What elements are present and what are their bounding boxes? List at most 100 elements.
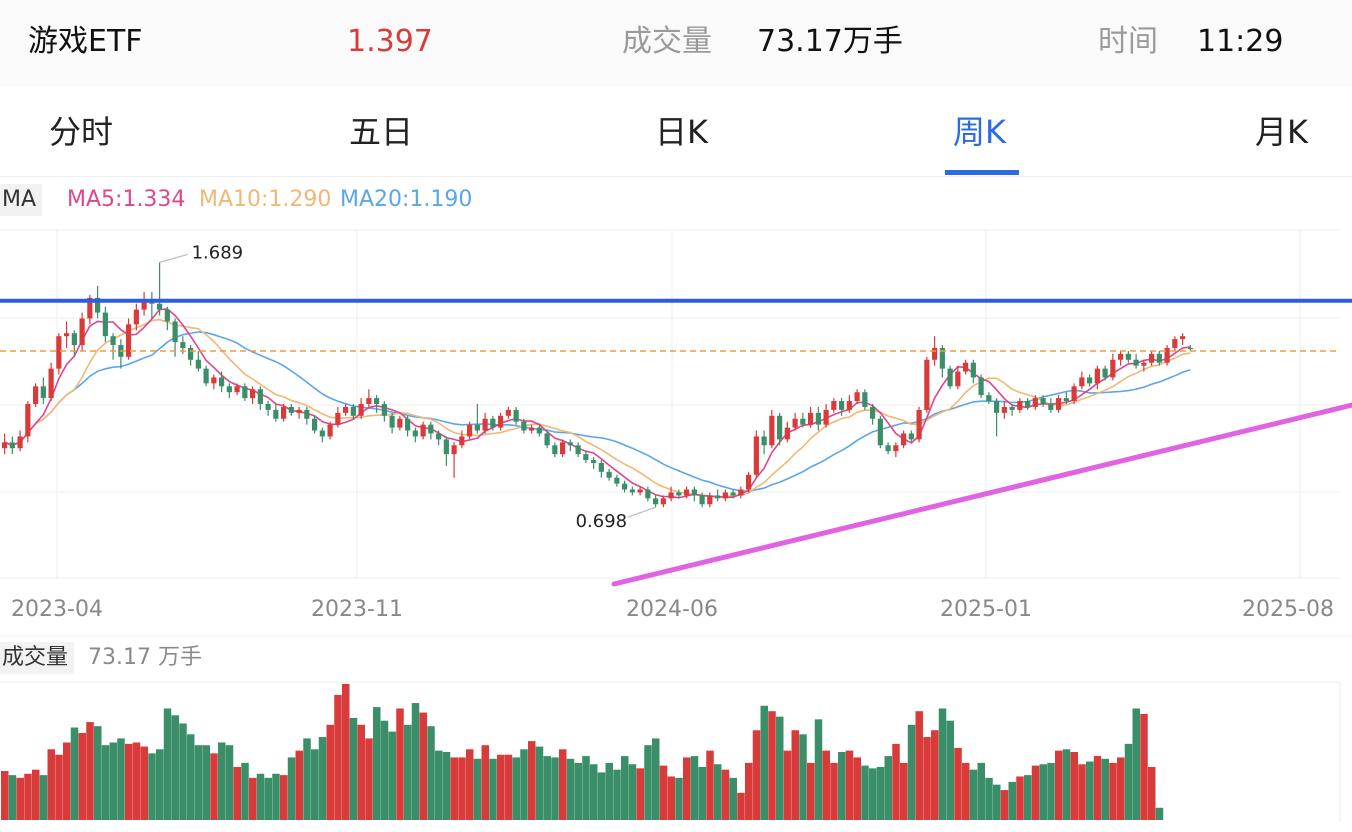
volume-bar	[1055, 750, 1063, 820]
volume-bar	[1078, 764, 1086, 820]
volume-bar	[342, 684, 350, 820]
candle-body	[1040, 398, 1046, 404]
volume-bar	[194, 745, 203, 820]
volume-bar	[1124, 743, 1133, 820]
volume-bar	[78, 732, 86, 820]
volume-bar	[504, 754, 513, 820]
volume-bar	[931, 730, 939, 820]
candle-body	[110, 336, 116, 346]
candle-body	[133, 309, 139, 325]
candle-body	[691, 489, 697, 496]
tab-five-day[interactable]: 五日	[349, 113, 414, 151]
candle-body	[784, 427, 790, 440]
candle-body	[172, 321, 178, 343]
candle-body	[1141, 362, 1147, 366]
tab-intraday[interactable]: 分时	[49, 113, 114, 151]
candle-body	[304, 409, 310, 419]
candle-body	[389, 415, 395, 428]
candle-body	[335, 412, 341, 425]
volume-bar	[63, 742, 71, 820]
candle-body	[978, 377, 984, 396]
candle-body	[2, 442, 8, 449]
volume-bar	[473, 758, 482, 820]
volume-bar	[745, 762, 753, 820]
volume-bar	[706, 750, 714, 820]
volume-bar	[590, 764, 598, 820]
candle-body	[374, 398, 380, 404]
candle-body	[722, 492, 728, 499]
candle-body	[963, 362, 969, 372]
candle-body	[79, 318, 85, 346]
volume-bar	[613, 769, 621, 820]
candle-body	[358, 404, 364, 416]
candle-body	[885, 445, 891, 452]
candle-body	[676, 492, 682, 496]
candle-body	[846, 401, 852, 410]
volume-bar	[946, 720, 954, 820]
candle-body	[1063, 398, 1069, 402]
volume-bar	[900, 762, 908, 820]
volume-bar	[512, 757, 520, 820]
volume-bar	[799, 734, 807, 820]
volume-bar	[838, 752, 846, 820]
volume-bar	[760, 705, 768, 820]
candle-body	[126, 324, 132, 357]
volume-bar	[783, 750, 792, 820]
high-annotation-leader	[159, 253, 188, 264]
candle-body	[560, 442, 566, 455]
candle-body	[1071, 386, 1077, 402]
volume-legend-label: 成交量	[0, 642, 75, 674]
candle-body	[296, 409, 302, 413]
volume-bar	[1101, 758, 1109, 820]
candle-body	[343, 406, 349, 413]
fund-name: 游戏ETF	[28, 24, 143, 59]
candle-body	[575, 445, 581, 455]
candle-body	[327, 424, 333, 437]
volume-bar	[202, 745, 210, 820]
volume-bar	[94, 726, 102, 820]
volume-bar	[884, 756, 892, 820]
candle-body	[1001, 406, 1007, 413]
volume-bar	[962, 762, 970, 820]
tab-monthly-k[interactable]: 月K	[1255, 113, 1308, 151]
time-label: 时间	[1098, 24, 1158, 59]
candle-body	[265, 404, 271, 410]
candle-body	[908, 433, 914, 440]
candle-body	[1094, 368, 1100, 384]
candle-body	[242, 386, 248, 399]
candle-body	[188, 347, 194, 360]
volume-bar	[280, 775, 288, 820]
candle-body	[219, 377, 225, 387]
volume-bar	[791, 730, 799, 820]
volume-bar	[1000, 790, 1009, 820]
candle-body	[823, 409, 829, 425]
volume-bar	[497, 754, 505, 820]
low-annotation-leader	[627, 506, 656, 518]
candle-body	[777, 415, 783, 440]
volume-bar	[752, 730, 761, 820]
candle-body	[1118, 353, 1124, 360]
candle-body	[48, 368, 54, 399]
volume-bar	[954, 747, 962, 820]
volume-bar	[923, 737, 931, 820]
x-tick-label: 2023-04	[11, 597, 103, 622]
candle-body	[521, 421, 527, 431]
support-trendline	[611, 402, 1352, 587]
candle-body	[1048, 404, 1054, 410]
candle-body	[428, 424, 434, 434]
volume-bar	[411, 703, 420, 820]
volume-bar	[24, 773, 32, 820]
candle-body	[1110, 359, 1116, 378]
candle-body	[901, 433, 907, 446]
volume-bar	[776, 716, 784, 820]
candle-body	[273, 409, 279, 419]
tab-daily-k[interactable]: 日K	[655, 113, 708, 151]
volume-bar	[993, 784, 1001, 820]
volume-bar	[435, 750, 443, 820]
candle-body	[746, 474, 752, 490]
volume-bar	[39, 775, 48, 820]
volume-bar	[373, 707, 381, 820]
volume-bar	[667, 776, 675, 820]
tab-weekly-k[interactable]: 周K	[953, 113, 1006, 151]
